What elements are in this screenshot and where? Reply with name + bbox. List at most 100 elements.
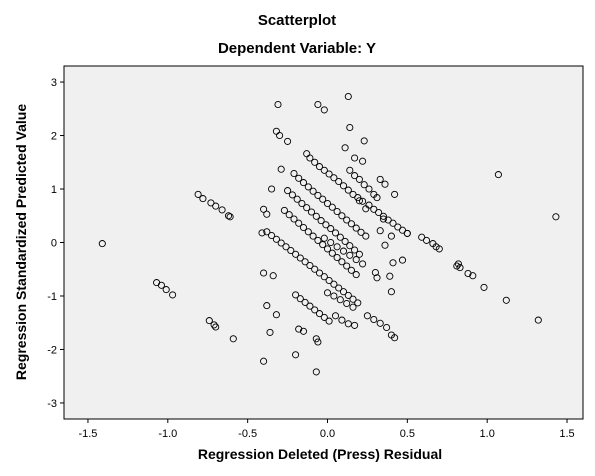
data-point: [312, 212, 320, 220]
data-point: [357, 228, 365, 236]
data-point: [323, 289, 332, 297]
data-point: [301, 298, 309, 306]
data-point: [341, 144, 349, 152]
y-tick-label: -2: [47, 344, 57, 356]
data-point: [260, 269, 268, 277]
data-point: [384, 216, 392, 224]
data-point: [346, 123, 354, 132]
data-point: [339, 182, 348, 190]
data-point: [344, 291, 352, 299]
data-point: [328, 203, 336, 211]
x-tick-label: -0.5: [238, 428, 257, 440]
data-point: [311, 306, 319, 314]
data-point: [292, 291, 300, 299]
data-point: [325, 317, 333, 325]
data-point: [309, 187, 317, 195]
data-point: [534, 316, 542, 324]
data-point: [387, 232, 395, 240]
data-point: [284, 137, 292, 145]
data-point: [398, 226, 407, 234]
data-point: [379, 212, 387, 220]
data-point: [311, 265, 319, 273]
data-point: [295, 219, 303, 227]
data-point: [359, 260, 367, 268]
data-point: [296, 254, 304, 262]
data-point: [389, 259, 397, 267]
data-point: [365, 185, 373, 193]
data-point: [277, 165, 285, 173]
data-point: [333, 207, 341, 216]
data-point: [352, 256, 360, 264]
data-point: [226, 213, 234, 221]
data-point: [212, 323, 220, 331]
data-point: [335, 284, 343, 292]
data-points: [98, 92, 560, 376]
data-point: [304, 183, 312, 191]
data-point: [314, 100, 322, 109]
data-point: [469, 272, 477, 280]
data-point: [288, 191, 296, 199]
data-point: [266, 328, 274, 336]
data-point: [341, 237, 349, 245]
data-point: [502, 296, 510, 304]
data-point: [210, 321, 218, 329]
data-point: [320, 106, 328, 114]
data-point: [370, 205, 378, 213]
data-point: [386, 272, 394, 280]
data-point: [381, 241, 389, 249]
data-point: [285, 211, 293, 219]
data-point: [258, 229, 266, 237]
data-point: [224, 212, 233, 220]
data-point: [346, 251, 354, 259]
data-point: [346, 242, 354, 250]
data-point: [371, 268, 379, 277]
data-point: [315, 163, 324, 171]
data-point: [375, 208, 383, 217]
data-point: [307, 208, 316, 216]
data-point: [322, 221, 330, 229]
data-point: [319, 195, 327, 203]
data-point: [299, 179, 308, 187]
data-point: [387, 288, 395, 296]
data-point: [327, 238, 335, 247]
data-point: [268, 231, 276, 240]
data-point: [320, 166, 328, 174]
data-point: [295, 174, 303, 182]
data-point: [282, 243, 290, 251]
data-point: [330, 292, 338, 300]
data-point: [317, 217, 325, 225]
data-point: [320, 313, 328, 321]
data-point: [343, 299, 351, 308]
data-point: [229, 335, 237, 343]
data-point: [347, 266, 355, 274]
data-point: [218, 206, 226, 214]
data-point: [354, 194, 362, 202]
data-point: [435, 245, 443, 253]
data-point: [314, 191, 322, 199]
data-point: [349, 295, 357, 303]
data-point: [338, 258, 346, 266]
y-tick-label: 1: [51, 184, 57, 196]
data-point: [398, 256, 407, 264]
y-axis-title: Regression Standardized Predicted Value: [13, 104, 29, 380]
data-point: [284, 187, 292, 195]
data-point: [331, 229, 340, 237]
data-point: [296, 295, 304, 303]
data-point: [199, 195, 207, 203]
data-point: [354, 299, 362, 307]
data-point: [379, 215, 387, 223]
data-point: [274, 100, 282, 109]
data-point: [303, 204, 311, 212]
x-tick-label: 0.0: [320, 428, 335, 440]
y-tick-label: -1: [47, 291, 57, 303]
data-point: [277, 239, 285, 247]
x-tick-label: 1.5: [559, 428, 574, 440]
data-point: [339, 247, 348, 255]
data-point: [207, 199, 215, 207]
data-point: [276, 131, 284, 140]
data-point: [263, 210, 271, 218]
data-point: [352, 271, 360, 279]
data-point: [363, 312, 371, 320]
